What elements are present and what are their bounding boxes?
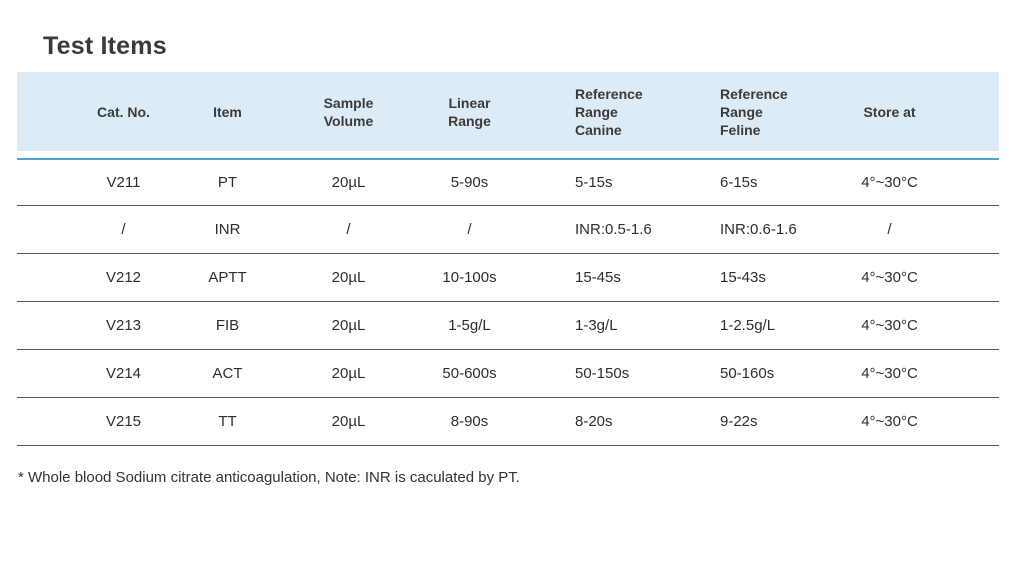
cell-linear-range: 50-600s xyxy=(409,350,537,398)
table-body: V211 PT 20µL 5-90s 5-15s 6-15s 4°~30°C /… xyxy=(17,158,999,446)
cell-reference-canine: 1-3g/L xyxy=(537,302,690,350)
table-header: Cat. No. Item Sample Volume Linear Range… xyxy=(17,72,999,158)
cell-sample-volume: 20µL xyxy=(288,350,409,398)
page-title: Test Items xyxy=(43,32,167,60)
cell-reference-canine: 50-150s xyxy=(537,350,690,398)
cell-linear-range: 5-90s xyxy=(409,158,537,206)
footnote: * Whole blood Sodium citrate anticoagula… xyxy=(18,469,520,486)
cell-store-at: / xyxy=(835,206,999,254)
col-header-store-at: Store at xyxy=(835,72,999,158)
table-row-fib: V213 FIB 20µL 1-5g/L 1-3g/L 1-2.5g/L 4°~… xyxy=(17,302,999,350)
col-header-reference-range-canine: Reference Range Canine xyxy=(537,72,690,158)
cell-reference-feline: 15-43s xyxy=(690,254,835,302)
cell-reference-canine: INR:0.5-1.6 xyxy=(537,206,690,254)
test-items-table: Cat. No. Item Sample Volume Linear Range… xyxy=(17,72,999,446)
cell-item: APTT xyxy=(176,254,288,302)
cell-reference-canine: 5-15s xyxy=(537,158,690,206)
cell-store-at: 4°~30°C xyxy=(835,254,999,302)
cell-cat-no: V214 xyxy=(17,350,176,398)
col-header-cat-no: Cat. No. xyxy=(17,72,176,158)
cell-store-at: 4°~30°C xyxy=(835,398,999,446)
cell-reference-canine: 15-45s xyxy=(537,254,690,302)
table-row-inr: / INR / / INR:0.5-1.6 INR:0.6-1.6 / xyxy=(17,206,999,254)
cell-cat-no: V211 xyxy=(17,158,176,206)
table-row-aptt: V212 APTT 20µL 10-100s 15-45s 15-43s 4°~… xyxy=(17,254,999,302)
cell-reference-feline: 1-2.5g/L xyxy=(690,302,835,350)
cell-cat-no: V215 xyxy=(17,398,176,446)
cell-linear-range: / xyxy=(409,206,537,254)
table-row-pt: V211 PT 20µL 5-90s 5-15s 6-15s 4°~30°C xyxy=(17,158,999,206)
cell-cat-no: / xyxy=(17,206,176,254)
cell-reference-feline: 50-160s xyxy=(690,350,835,398)
table-row-act: V214 ACT 20µL 50-600s 50-150s 50-160s 4°… xyxy=(17,350,999,398)
cell-sample-volume: 20µL xyxy=(288,254,409,302)
cell-store-at: 4°~30°C xyxy=(835,302,999,350)
cell-sample-volume: 20µL xyxy=(288,158,409,206)
cell-sample-volume: / xyxy=(288,206,409,254)
col-header-linear-range: Linear Range xyxy=(409,72,537,158)
table-row-tt: V215 TT 20µL 8-90s 8-20s 9-22s 4°~30°C xyxy=(17,398,999,446)
cell-reference-feline: INR:0.6-1.6 xyxy=(690,206,835,254)
cell-reference-feline: 6-15s xyxy=(690,158,835,206)
header-row: Cat. No. Item Sample Volume Linear Range… xyxy=(17,72,999,158)
cell-sample-volume: 20µL xyxy=(288,302,409,350)
cell-item: TT xyxy=(176,398,288,446)
col-header-sample-volume: Sample Volume xyxy=(288,72,409,158)
cell-item: FIB xyxy=(176,302,288,350)
cell-sample-volume: 20µL xyxy=(288,398,409,446)
cell-store-at: 4°~30°C xyxy=(835,350,999,398)
cell-item: INR xyxy=(176,206,288,254)
cell-linear-range: 8-90s xyxy=(409,398,537,446)
cell-linear-range: 10-100s xyxy=(409,254,537,302)
col-header-reference-range-feline: Reference Range Feline xyxy=(690,72,835,158)
cell-cat-no: V212 xyxy=(17,254,176,302)
cell-item: PT xyxy=(176,158,288,206)
cell-cat-no: V213 xyxy=(17,302,176,350)
cell-item: ACT xyxy=(176,350,288,398)
cell-reference-canine: 8-20s xyxy=(537,398,690,446)
cell-store-at: 4°~30°C xyxy=(835,158,999,206)
cell-linear-range: 1-5g/L xyxy=(409,302,537,350)
col-header-item: Item xyxy=(176,72,288,158)
cell-reference-feline: 9-22s xyxy=(690,398,835,446)
